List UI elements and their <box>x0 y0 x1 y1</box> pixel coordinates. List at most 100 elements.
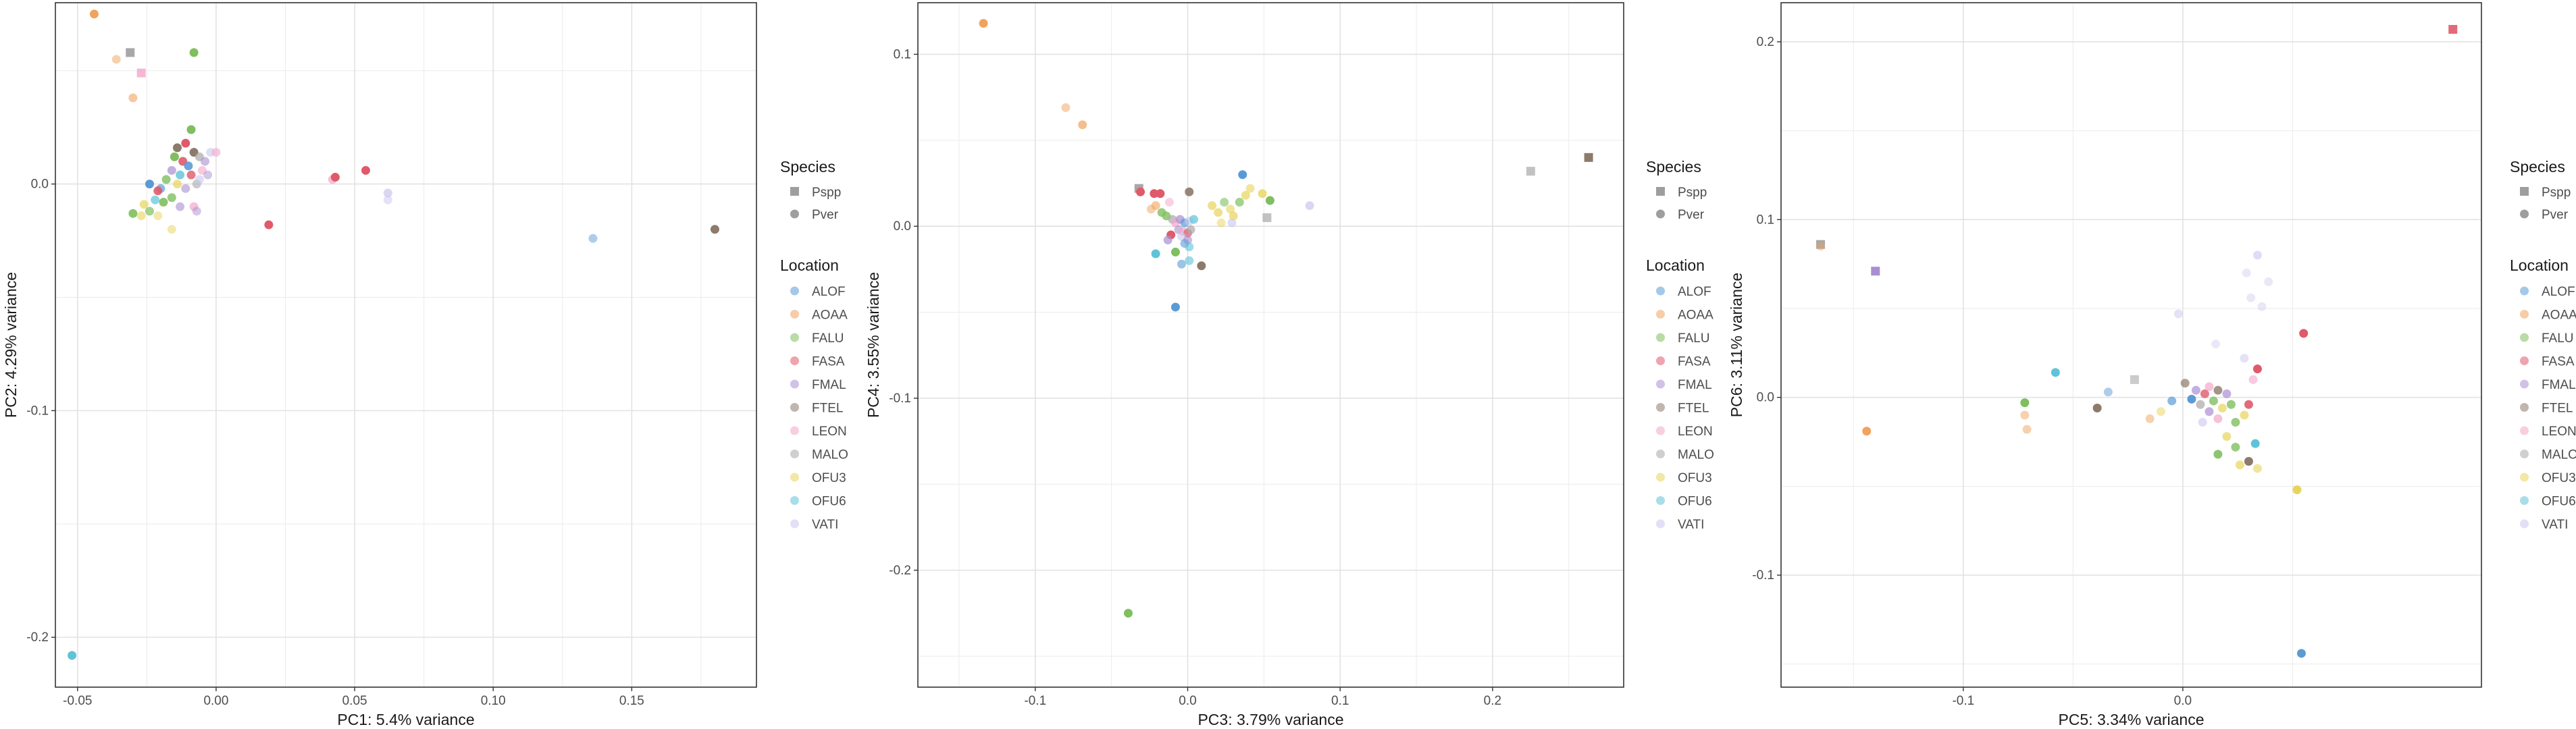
legend-location-key <box>1656 519 1665 529</box>
data-point <box>170 152 179 161</box>
legend-location-label: MALO <box>812 448 848 462</box>
x-tick-label: 0.1 <box>1331 694 1349 708</box>
legend-location-label: FALU <box>2542 331 2574 346</box>
legend-location-label: AOAA <box>2542 308 2576 323</box>
data-point <box>176 170 185 180</box>
data-point <box>2022 425 2032 434</box>
data-point <box>2226 400 2236 409</box>
data-point <box>1061 103 1071 112</box>
legend-location-label: FTEL <box>2542 402 2573 416</box>
legend-location-label: FTEL <box>1678 402 1709 416</box>
data-point <box>167 165 176 175</box>
legend-location-key <box>2520 450 2529 458</box>
legend-location-key <box>790 379 799 389</box>
data-point <box>2244 400 2253 409</box>
data-point <box>2187 394 2196 404</box>
data-point <box>2448 25 2458 34</box>
data-point <box>161 175 171 184</box>
data-point <box>2231 418 2240 427</box>
legend-location-label: VATI <box>1678 518 1704 532</box>
legend-location-label: OFU3 <box>1678 471 1712 485</box>
data-point <box>2051 368 2060 377</box>
legend-location-label: OFU3 <box>2542 471 2576 485</box>
y-tick-label: 0.0 <box>1757 391 1774 405</box>
data-point <box>195 175 204 184</box>
data-point <box>89 9 99 19</box>
data-point <box>2252 464 2262 473</box>
data-point <box>186 170 196 180</box>
data-point <box>1136 187 1145 196</box>
data-point <box>1164 198 1174 207</box>
legend-location-label: OFU6 <box>1678 495 1712 509</box>
data-point <box>2198 418 2207 427</box>
data-point <box>383 188 392 198</box>
pca-panel-1: -0.05 0.00 0.05 0.10 0.15 -0.2 -0.1 0.0 PC1: 5.4… <box>2 2 848 728</box>
legend-location-key <box>2520 310 2529 319</box>
legend-location-key <box>2520 496 2529 505</box>
legend-location-label: FTEL <box>812 402 843 416</box>
data-point <box>2205 382 2214 392</box>
legend-location-key <box>2520 473 2529 482</box>
data-point <box>1177 259 1186 269</box>
legend-location-key <box>1656 310 1665 319</box>
data-point <box>1262 213 1272 222</box>
legend-location-key <box>1656 333 1665 342</box>
legend-location-key <box>2520 379 2529 389</box>
data-point <box>201 157 210 166</box>
data-point <box>2242 268 2251 277</box>
legend: Species Pspp Pver Location ALOF AOAA FALU FASA F… <box>780 158 848 532</box>
data-point <box>2235 460 2244 470</box>
legend-species-key <box>2520 209 2529 219</box>
data-point <box>1526 167 1535 176</box>
legend-location-key <box>1656 286 1665 296</box>
data-point <box>192 207 201 216</box>
y-axis-label: PC6: 3.11% variance <box>1728 273 1745 417</box>
plot-border <box>917 2 1624 688</box>
x-tick-label: 0.05 <box>342 694 367 708</box>
data-point <box>2196 400 2205 409</box>
plot-background <box>1781 3 2481 687</box>
legend-location-key <box>790 310 799 319</box>
data-point <box>1146 205 1156 214</box>
x-tick-label: 0.10 <box>481 694 506 708</box>
data-point <box>710 225 719 234</box>
data-point <box>1123 608 1133 618</box>
legend-location-label: FMAL <box>812 378 846 392</box>
y-tick-label: -0.2 <box>26 630 49 645</box>
legend: Species Pspp Pver Location ALOF AOAA FALU FASA F… <box>1646 158 1714 532</box>
legend-location-label: ALOF <box>1678 285 1711 299</box>
legend-species-label: Pver <box>2542 208 2569 222</box>
data-point <box>2156 407 2165 416</box>
data-point <box>1226 205 1235 214</box>
data-point <box>2240 354 2249 363</box>
data-point <box>2145 414 2155 423</box>
data-point <box>181 184 190 193</box>
data-point <box>1862 427 1872 436</box>
data-point <box>1258 189 1267 198</box>
legend-location-label: OFU6 <box>812 495 846 509</box>
data-point <box>2092 403 2102 412</box>
data-point <box>184 161 193 171</box>
data-point <box>2217 403 2227 412</box>
y-tick-label: -0.1 <box>889 392 911 406</box>
pca-panel-3: -0.1 0.0 -0.1 0.0 0.1 0.2 PC5: 3.34% variance P… <box>1728 2 2576 728</box>
data-point <box>1245 184 1255 193</box>
data-point <box>2209 396 2218 406</box>
data-point <box>153 186 163 196</box>
data-point <box>2252 364 2262 374</box>
legend-species-key <box>2520 187 2529 196</box>
data-point <box>2211 340 2221 349</box>
data-point <box>1816 240 1826 249</box>
data-point <box>2180 379 2190 388</box>
legend-location-label: OFU3 <box>812 471 846 485</box>
data-point <box>211 148 221 157</box>
data-point <box>2103 387 2113 397</box>
y-tick-label: 0.1 <box>1757 213 1774 227</box>
data-point <box>2205 407 2214 416</box>
legend-location-key <box>1656 426 1665 435</box>
data-point <box>330 173 340 182</box>
legend: Species Pspp Pver Location ALOF AOAA FALU FASA F… <box>2510 158 2576 532</box>
legend-location-label: FALU <box>812 331 844 346</box>
data-point <box>186 125 196 134</box>
data-point <box>2244 457 2253 466</box>
